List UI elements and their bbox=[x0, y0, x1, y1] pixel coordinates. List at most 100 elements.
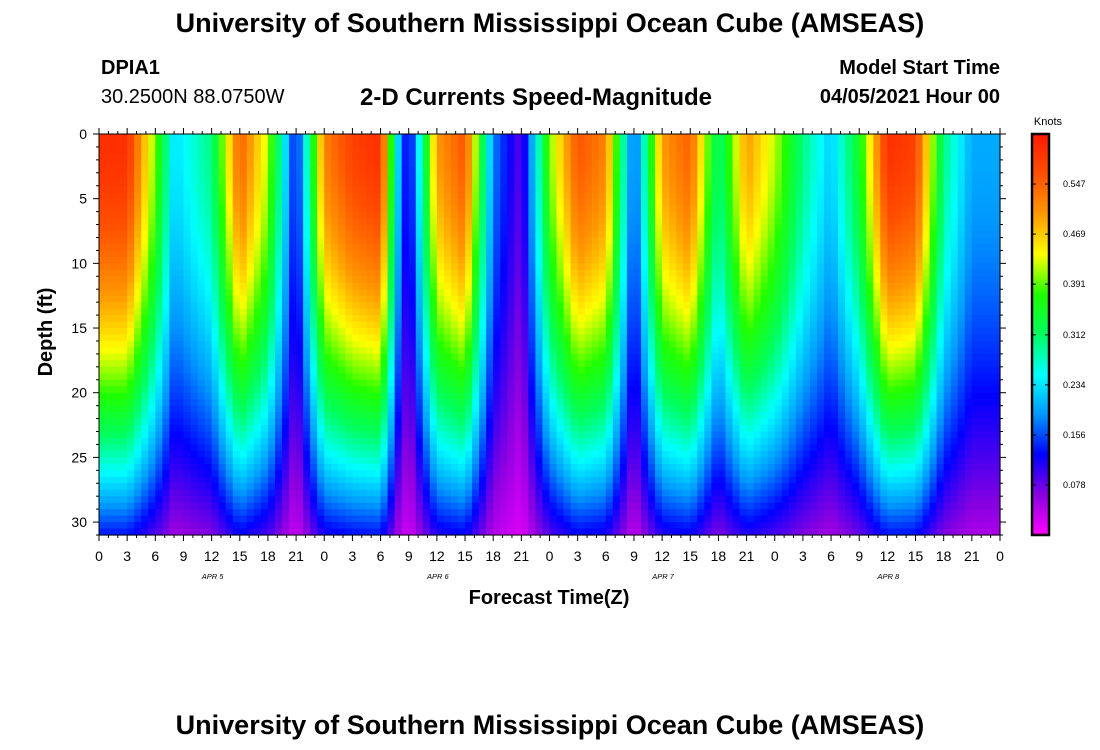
heatmap-cell bbox=[317, 522, 325, 530]
heatmap-cell bbox=[345, 450, 354, 458]
heatmap-cell bbox=[225, 379, 234, 387]
heatmap-cell bbox=[422, 509, 431, 517]
heatmap-cell bbox=[415, 256, 424, 264]
heatmap-cell bbox=[450, 373, 459, 381]
heatmap-cell bbox=[394, 457, 403, 465]
heatmap-cell bbox=[324, 340, 332, 349]
heatmap-cell bbox=[99, 243, 107, 252]
heatmap-cell bbox=[113, 450, 121, 458]
heatmap-cell bbox=[436, 192, 445, 200]
heatmap-cell bbox=[204, 315, 213, 323]
heatmap-cell bbox=[655, 179, 663, 187]
heatmap-cell bbox=[253, 282, 262, 290]
heatmap-cell bbox=[584, 340, 593, 349]
heatmap-cell bbox=[429, 405, 438, 413]
heatmap-cell bbox=[570, 437, 579, 446]
heatmap-cell bbox=[197, 405, 206, 413]
heatmap-cell bbox=[387, 425, 396, 433]
heatmap-cell bbox=[584, 269, 593, 277]
heatmap-cell bbox=[507, 153, 515, 161]
heatmap-cell bbox=[373, 140, 382, 148]
heatmap-cell bbox=[345, 211, 354, 219]
heatmap-cell bbox=[274, 470, 283, 478]
heatmap-cell bbox=[472, 412, 480, 420]
heatmap-cell bbox=[436, 340, 445, 349]
heatmap-cell bbox=[127, 224, 135, 232]
heatmap-cell bbox=[204, 263, 213, 271]
heatmap-cell bbox=[415, 224, 424, 232]
heatmap-cell bbox=[394, 250, 403, 258]
heatmap-cell bbox=[472, 269, 480, 277]
heatmap-cell bbox=[120, 276, 128, 284]
heatmap-cell bbox=[457, 179, 466, 187]
heatmap-cell bbox=[345, 256, 354, 264]
heatmap-cell bbox=[289, 418, 297, 426]
heatmap-cell bbox=[345, 308, 354, 316]
heatmap-cell bbox=[549, 412, 558, 420]
heatmap-cell bbox=[120, 496, 128, 504]
heatmap-cell bbox=[282, 366, 290, 374]
heatmap-cell bbox=[282, 140, 290, 148]
heatmap-cell bbox=[373, 328, 382, 336]
heatmap-cell bbox=[141, 205, 149, 213]
heatmap-cell bbox=[556, 522, 565, 530]
heatmap-cell bbox=[429, 496, 438, 504]
heatmap-cell bbox=[274, 263, 283, 271]
heatmap-cell bbox=[500, 470, 508, 478]
heatmap-cell bbox=[443, 218, 452, 226]
heatmap-cell bbox=[373, 256, 382, 264]
heatmap-cell bbox=[401, 509, 410, 517]
heatmap-cell bbox=[246, 218, 255, 226]
heatmap-cell bbox=[380, 263, 389, 271]
heatmap-cell bbox=[486, 470, 494, 478]
heatmap-cell bbox=[507, 470, 515, 478]
heatmap-cell bbox=[155, 457, 163, 465]
heatmap-cell bbox=[324, 308, 332, 316]
heatmap-cell bbox=[415, 295, 424, 303]
heatmap-cell bbox=[556, 509, 565, 517]
heatmap-cell bbox=[479, 496, 487, 504]
heatmap-cell bbox=[239, 509, 248, 517]
heatmap-cell bbox=[394, 392, 403, 400]
heatmap-cell bbox=[366, 515, 375, 523]
heatmap-cell bbox=[394, 211, 403, 219]
heatmap-cell bbox=[394, 192, 403, 200]
heatmap-cell bbox=[324, 289, 332, 297]
heatmap-cell bbox=[641, 476, 649, 484]
heatmap-cell bbox=[605, 243, 614, 252]
heatmap-cell bbox=[521, 476, 529, 484]
heatmap-cell bbox=[472, 134, 480, 142]
heatmap-cell bbox=[528, 392, 537, 400]
heatmap-cell bbox=[218, 250, 227, 258]
heatmap-cell bbox=[211, 192, 220, 200]
heatmap-cell bbox=[352, 224, 361, 232]
heatmap-cell bbox=[310, 386, 318, 394]
heatmap-cell bbox=[99, 515, 107, 523]
heatmap-cell bbox=[141, 463, 149, 471]
heatmap-cell bbox=[246, 522, 255, 530]
heatmap-cell bbox=[317, 509, 325, 517]
heatmap-cell bbox=[345, 205, 354, 213]
heatmap-cell bbox=[345, 224, 354, 232]
heatmap-cell bbox=[486, 425, 494, 433]
heatmap-cell bbox=[387, 470, 396, 478]
heatmap-cell bbox=[465, 502, 473, 510]
heatmap-cell bbox=[267, 321, 276, 329]
heatmap-cell bbox=[429, 192, 438, 200]
heatmap-cell bbox=[556, 392, 565, 400]
heatmap-cell bbox=[225, 496, 234, 504]
heatmap-cell bbox=[563, 373, 572, 381]
heatmap-cell bbox=[619, 515, 628, 523]
heatmap-cell bbox=[274, 437, 283, 446]
heatmap-cell bbox=[338, 211, 346, 219]
heatmap-cell bbox=[563, 366, 572, 374]
heatmap-cell bbox=[429, 437, 438, 446]
heatmap-cell bbox=[267, 328, 276, 336]
heatmap-cell bbox=[197, 237, 206, 245]
heatmap-cell bbox=[218, 347, 227, 355]
heatmap-cell bbox=[493, 224, 501, 232]
heatmap-cell bbox=[641, 483, 649, 491]
heatmap-cell bbox=[486, 295, 494, 303]
heatmap-cell bbox=[190, 146, 199, 155]
heatmap-cell bbox=[197, 153, 206, 161]
